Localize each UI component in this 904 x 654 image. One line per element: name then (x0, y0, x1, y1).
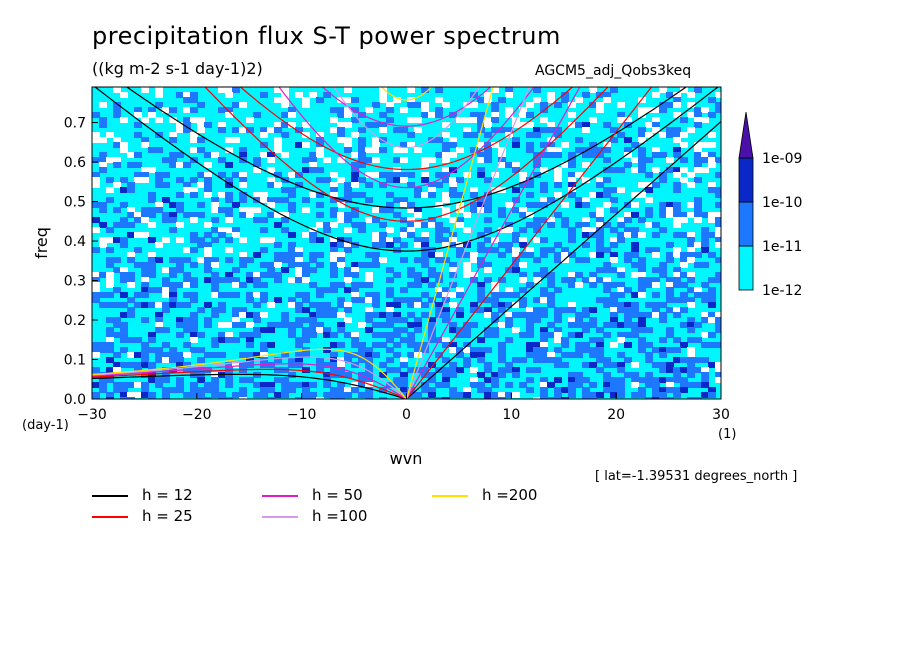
ig-curve-n2-h200 (92, 0, 721, 13)
x-tick-label: −10 (287, 407, 317, 423)
kelvin-curve-h25 (406, 87, 653, 399)
ig-curve-n1-h200 (380, 87, 433, 101)
x-tick-label: −20 (182, 407, 212, 423)
legend-item-h100: h =100 (262, 507, 367, 525)
y-axis-label: freq (32, 227, 51, 259)
colorbar-label: 1e-12 (762, 283, 802, 299)
x-tick-label: 10 (502, 407, 520, 423)
colorbar-segment (738, 245, 754, 291)
rossby-curve-h200 (92, 348, 407, 399)
rossby-curve-h50 (92, 363, 407, 399)
y-tick-label: 0.4 (64, 234, 86, 250)
colorbar-segment (738, 201, 754, 247)
ig-curve-n1-h25 (204, 87, 609, 222)
x-axis: −30 −20 −10 0 10 20 30 (77, 393, 730, 423)
y-tick-label: 0.7 (64, 116, 86, 132)
ig-curve-n1-h100 (333, 87, 480, 149)
colorbar-segment (738, 157, 754, 203)
chart-units: ((kg m-2 s-1 day-1)2) (92, 59, 263, 78)
legend-item-h200: h =200 (432, 486, 537, 504)
x-axis-label: wvn (390, 449, 423, 468)
legend-line (262, 494, 298, 497)
colorbar-label: 1e-09 (762, 151, 802, 167)
ig-curve-n2-h12 (125, 87, 688, 209)
rossby-curve-h100 (92, 356, 407, 399)
rossby-curve-h12 (92, 373, 407, 399)
latitude-label: [ lat=-1.39531 degrees_north ] (595, 469, 798, 484)
y-tick-label: 0.0 (64, 392, 86, 408)
kelvin-curve-h200 (405, 87, 494, 399)
ig-curve-n2-h50 (321, 87, 492, 127)
y-tick-label: 0.5 (64, 195, 86, 211)
y-axis: 0.0 0.1 0.2 0.3 0.4 0.5 0.6 0.7 (64, 116, 98, 408)
y-tick-label: 0.1 (64, 353, 86, 369)
ig-curve-n2-h100 (92, 0, 721, 75)
kelvin-curve-h12 (406, 121, 721, 399)
legend-item-h12: h = 12 (92, 486, 193, 504)
legend-line (432, 494, 468, 497)
dispersion-curves (92, 0, 721, 399)
kelvin-curve-h50 (405, 87, 581, 399)
model-name: AGCM5_adj_Qobs3keq (535, 63, 692, 79)
heatmap-field (92, 87, 721, 399)
colorbar-label: 1e-10 (762, 195, 802, 211)
colorbar-arrow (738, 111, 754, 159)
legend-line (262, 515, 298, 518)
legend-line (92, 515, 128, 518)
x-tick-label: 20 (607, 407, 625, 423)
y-tick-label: 0.2 (64, 313, 86, 329)
y-tick-label: 0.3 (64, 274, 86, 290)
y-unit-label: (day-1) (22, 418, 69, 433)
kelvin-curve-h100 (405, 87, 530, 399)
chart-title: precipitation flux S-T power spectrum (92, 22, 561, 50)
x-unit-label: (1) (718, 427, 736, 442)
ig-curve-n2-h25 (239, 87, 574, 171)
ig-curve-n1-h50 (278, 87, 535, 189)
rossby-curve-h25 (92, 368, 407, 399)
x-tick-label: 30 (712, 407, 730, 423)
legend-item-h50: h = 50 (262, 486, 363, 504)
x-tick-label: 0 (402, 407, 411, 423)
legend-line (92, 494, 128, 497)
x-tick-label: −30 (77, 407, 107, 423)
colorbar-label: 1e-11 (762, 239, 802, 255)
legend-item-h25: h = 25 (92, 507, 193, 525)
y-tick-label: 0.6 (64, 155, 86, 171)
ig-curve-n1-h12 (94, 87, 719, 252)
colorbar: 1e-12 1e-11 1e-10 1e-09 (738, 111, 802, 299)
